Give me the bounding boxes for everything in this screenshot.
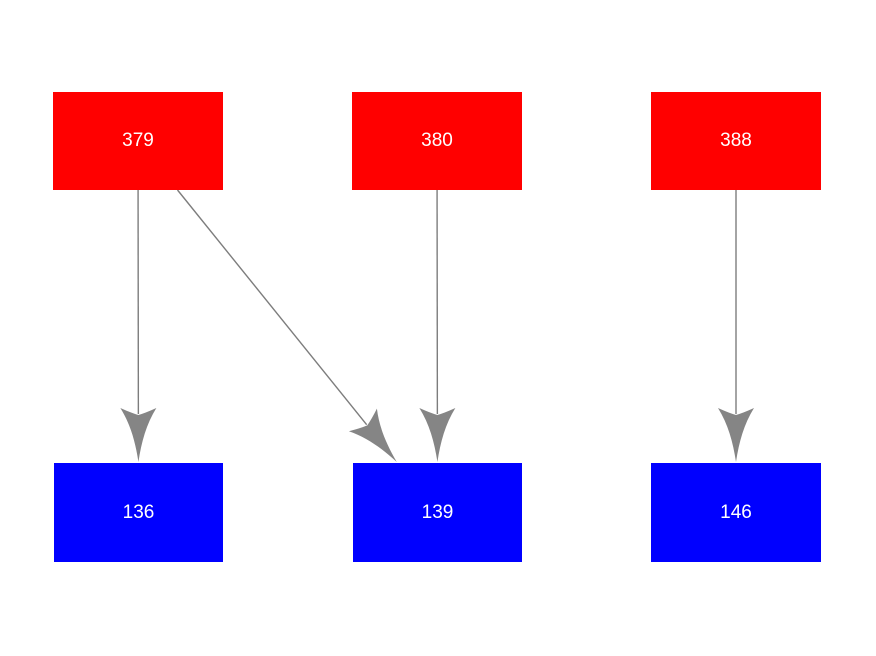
node-label: 136 [122, 501, 155, 523]
arrowhead-icon [348, 408, 397, 462]
arrowhead-icon [419, 407, 456, 462]
node-label: 146 [720, 501, 752, 523]
node-146: 146 [651, 463, 821, 562]
node-label: 379 [122, 130, 154, 151]
edge-line-379-139 [176, 189, 368, 426]
node-label: 388 [720, 130, 752, 151]
arrowhead-icon [718, 408, 754, 462]
node-379: 379 [53, 92, 223, 190]
node-380: 380 [352, 92, 522, 190]
node-label: 380 [421, 130, 453, 151]
arrowhead-icon [120, 407, 157, 462]
node-388: 388 [651, 92, 821, 190]
node-136: 136 [54, 463, 223, 562]
node-139: 139 [353, 463, 522, 562]
node-label: 139 [421, 501, 454, 523]
